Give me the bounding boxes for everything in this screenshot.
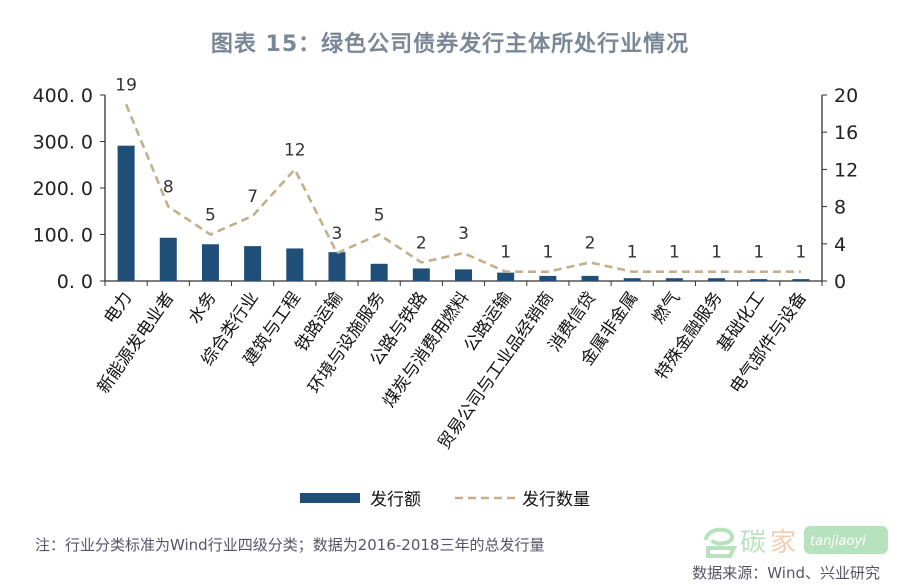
count-data-label-15: 1 <box>753 243 764 263</box>
watermark-logo: 碳 家 tanjiaoyi <box>704 526 888 558</box>
count-data-label-9: 1 <box>500 243 511 263</box>
legend-bar-label: 发行额 <box>370 490 421 510</box>
bar-12 <box>623 278 641 281</box>
count-line <box>124 103 801 274</box>
bar-4 <box>286 248 304 281</box>
count-data-label-11: 2 <box>585 233 596 253</box>
legend-bar-swatch <box>300 493 360 503</box>
bar-2 <box>201 244 219 281</box>
bar-15 <box>750 279 768 281</box>
count-data-label-5: 3 <box>332 224 343 244</box>
bar-10 <box>539 275 557 281</box>
right-axis-tick-label: 16 <box>834 122 858 144</box>
bar-1 <box>159 237 177 281</box>
bar-9 <box>497 272 515 281</box>
left-axis-tick-label: 300. 0 <box>33 132 93 154</box>
chart-note: 注：行业分类标准为Wind行业四级分类；数据为2016-2018三年的总发行量 <box>35 536 545 554</box>
bar-8 <box>455 269 472 281</box>
svg-text:家: 家 <box>770 528 796 558</box>
count-data-label-3: 7 <box>247 187 258 207</box>
bar-13 <box>665 278 683 281</box>
svg-text:碳: 碳 <box>740 528 766 558</box>
right-axis-tick-label: 20 <box>834 85 858 107</box>
right-axis-tick-label: 0 <box>834 271 846 293</box>
count-data-label-10: 1 <box>542 243 553 263</box>
bar-5 <box>328 252 346 281</box>
count-data-label-2: 5 <box>205 206 216 226</box>
count-data-label-13: 1 <box>669 243 680 263</box>
count-data-label-1: 8 <box>163 178 174 198</box>
legend-line-label: 发行数量 <box>522 490 590 510</box>
bar-7 <box>412 268 430 281</box>
category-label-1: 新能源发电业者 <box>94 288 179 397</box>
right-axis-tick-label: 12 <box>834 159 858 181</box>
svg-text:tanjiaoyi: tanjiaoyi <box>810 534 866 549</box>
count-data-label-0: 19 <box>115 75 137 95</box>
bar-14 <box>708 278 726 281</box>
bar-11 <box>581 275 599 281</box>
right-axis-tick-label: 8 <box>834 197 846 219</box>
count-data-label-7: 2 <box>416 233 427 253</box>
right-axis-tick-label: 4 <box>834 234 846 256</box>
count-data-label-12: 1 <box>627 243 638 263</box>
count-data-label-4: 12 <box>284 140 306 160</box>
count-data-label-16: 1 <box>795 243 806 263</box>
category-label-13: 燃气 <box>649 288 685 327</box>
chart-source: 数据来源：Wind、兴业研究 <box>692 564 880 582</box>
left-axis-tick-label: 0. 0 <box>57 271 93 293</box>
left-axis-tick-label: 100. 0 <box>33 225 93 247</box>
left-axis-tick-label: 400. 0 <box>33 85 93 107</box>
count-data-label-14: 1 <box>711 243 722 263</box>
count-data-label-8: 3 <box>458 224 469 244</box>
category-label-2: 水务 <box>185 288 221 327</box>
bar-6 <box>370 263 388 281</box>
bar-16 <box>792 279 810 281</box>
left-axis-tick-label: 200. 0 <box>33 178 93 200</box>
category-label-16: 电气部件与设备 <box>726 288 811 397</box>
count-data-label-6: 5 <box>374 206 385 226</box>
bar-3 <box>244 246 262 281</box>
bar-0 <box>117 145 135 281</box>
category-label-0: 电力 <box>100 288 136 327</box>
chart-title: 图表 15：绿色公司债券发行主体所处行业情况 <box>210 32 690 57</box>
